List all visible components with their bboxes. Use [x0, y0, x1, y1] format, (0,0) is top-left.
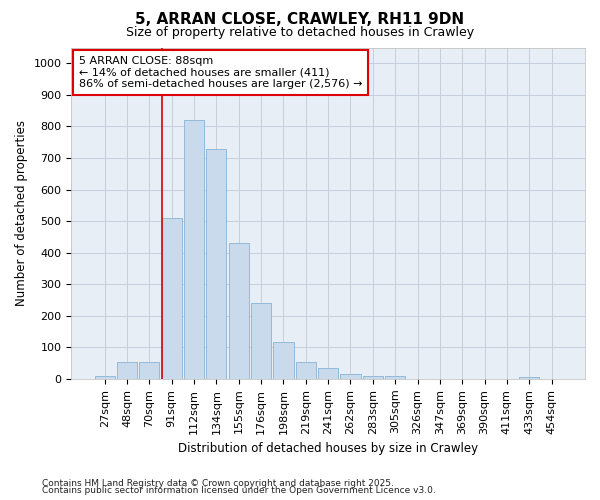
Bar [251, 303, 271, 379]
Bar [318, 368, 338, 379]
Bar [363, 376, 383, 379]
Text: Contains HM Land Registry data © Crown copyright and database right 2025.: Contains HM Land Registry data © Crown c… [42, 478, 394, 488]
Text: 5 ARRAN CLOSE: 88sqm
← 14% of detached houses are smaller (411)
86% of semi-deta: 5 ARRAN CLOSE: 88sqm ← 14% of detached h… [79, 56, 362, 89]
Bar [519, 378, 539, 379]
Bar [95, 376, 115, 379]
Bar [385, 376, 405, 379]
Y-axis label: Number of detached properties: Number of detached properties [15, 120, 28, 306]
Bar [340, 374, 361, 379]
Bar [117, 362, 137, 379]
Text: Size of property relative to detached houses in Crawley: Size of property relative to detached ho… [126, 26, 474, 39]
Text: Contains public sector information licensed under the Open Government Licence v3: Contains public sector information licen… [42, 486, 436, 495]
Text: 5, ARRAN CLOSE, CRAWLEY, RH11 9DN: 5, ARRAN CLOSE, CRAWLEY, RH11 9DN [136, 12, 464, 28]
Bar [139, 362, 160, 379]
Bar [296, 362, 316, 379]
Bar [274, 342, 293, 379]
Bar [184, 120, 204, 379]
Bar [229, 243, 249, 379]
Bar [206, 148, 226, 379]
Bar [161, 218, 182, 379]
X-axis label: Distribution of detached houses by size in Crawley: Distribution of detached houses by size … [178, 442, 478, 455]
